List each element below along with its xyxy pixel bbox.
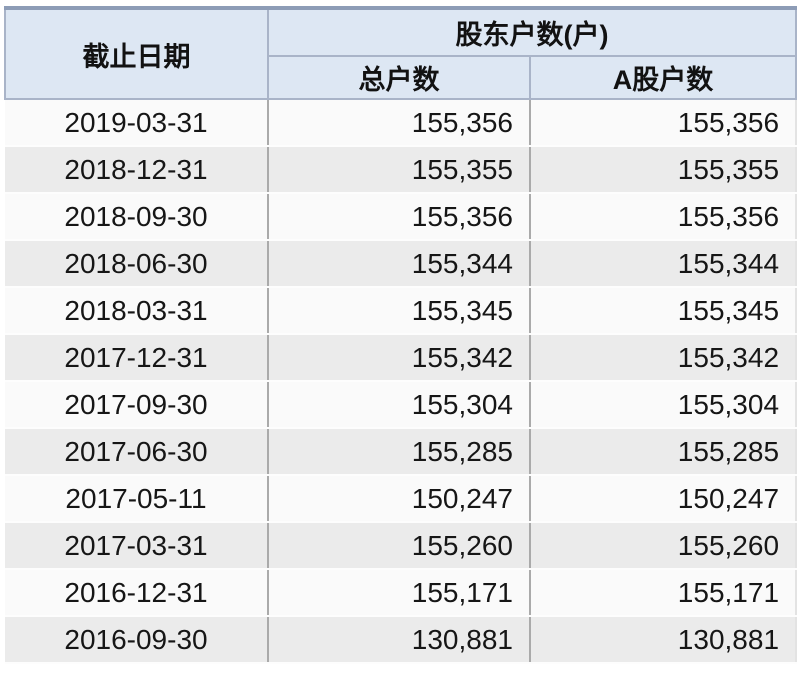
table-row: 2018-09-30 155,356 155,356 [5,193,798,241]
table-row: 2018-12-31 155,355 155,355 [5,146,798,194]
a-share-accounts-cell: 155,342 [528,334,798,382]
table-header: 截止日期 股东户数(户) 总户数 A股户数 [4,7,798,100]
cutoff-date-cell: 2018-09-30 [5,193,268,241]
cutoff-date-cell: 2018-06-30 [5,240,268,288]
cutoff-date-cell: 2019-03-31 [5,99,268,147]
column-header-cutoff-date: 截止日期 [4,7,269,100]
total-accounts-cell: 155,355 [267,146,530,194]
shareholder-count-table: 截止日期 股东户数(户) 总户数 A股户数 2019-03-31 155,356… [4,6,798,664]
total-accounts-cell: 155,345 [267,287,530,335]
cutoff-date-cell: 2017-09-30 [5,381,268,429]
table-body: 2019-03-31 155,356 155,356 2018-12-31 15… [5,99,798,664]
column-header-total-accounts: 总户数 [267,55,531,100]
total-accounts-cell: 150,247 [267,475,530,523]
total-accounts-cell: 155,356 [267,193,530,241]
a-share-accounts-cell: 155,344 [528,240,798,288]
total-accounts-cell: 155,285 [267,428,530,476]
total-accounts-cell: 155,342 [267,334,530,382]
a-share-accounts-cell: 155,345 [528,287,798,335]
a-share-accounts-cell: 130,881 [528,616,798,664]
a-share-accounts-cell: 155,260 [528,522,798,570]
table-row: 2018-03-31 155,345 155,345 [5,287,798,335]
table-row: 2016-12-31 155,171 155,171 [5,569,798,617]
a-share-accounts-cell: 155,356 [528,193,798,241]
cutoff-date-cell: 2017-06-30 [5,428,268,476]
column-header-a-share-accounts: A股户数 [528,55,798,100]
table-row: 2019-03-31 155,356 155,356 [5,99,798,147]
cutoff-date-cell: 2016-12-31 [5,569,268,617]
a-share-accounts-cell: 155,171 [528,569,798,617]
page: 截止日期 股东户数(户) 总户数 A股户数 2019-03-31 155,356… [0,6,800,673]
a-share-accounts-cell: 155,285 [528,428,798,476]
table-row: 2017-12-31 155,342 155,342 [5,334,798,382]
cutoff-date-cell: 2018-12-31 [5,146,268,194]
table-row: 2016-09-30 130,881 130,881 [5,616,798,664]
header-sub-row: 总户数 A股户数 [5,55,798,100]
total-accounts-cell: 155,260 [267,522,530,570]
total-accounts-cell: 155,171 [267,569,530,617]
cutoff-date-cell: 2017-05-11 [5,475,268,523]
table-row: 2017-09-30 155,304 155,304 [5,381,798,429]
column-header-shareholder-count-group: 股东户数(户) [266,7,798,57]
a-share-accounts-cell: 155,355 [528,146,798,194]
a-share-accounts-cell: 150,247 [528,475,798,523]
cutoff-date-cell: 2017-03-31 [5,522,268,570]
a-share-accounts-cell: 155,356 [528,99,798,147]
a-share-accounts-cell: 155,304 [528,381,798,429]
total-accounts-cell: 155,356 [267,99,530,147]
table-row: 2017-05-11 150,247 150,247 [5,475,798,523]
cutoff-date-cell: 2017-12-31 [5,334,268,382]
total-accounts-cell: 155,344 [267,240,530,288]
table-row: 2017-03-31 155,260 155,260 [5,522,798,570]
total-accounts-cell: 155,304 [267,381,530,429]
table-row: 2017-06-30 155,285 155,285 [5,428,798,476]
cutoff-date-cell: 2018-03-31 [5,287,268,335]
header-group-row: 截止日期 股东户数(户) [4,7,798,100]
table-row: 2018-06-30 155,344 155,344 [5,240,798,288]
cutoff-date-cell: 2016-09-30 [5,616,268,664]
total-accounts-cell: 130,881 [267,616,530,664]
